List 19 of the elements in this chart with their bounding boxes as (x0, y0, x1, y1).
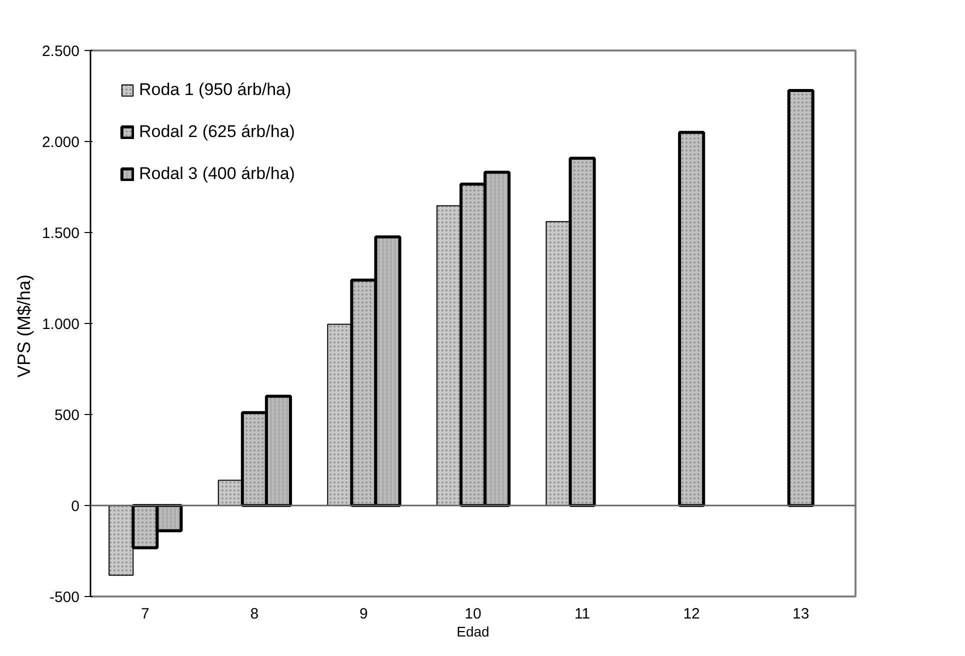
x-tick-label: 10 (464, 606, 482, 622)
y-tick-label: 2.000 (42, 134, 80, 151)
y-tick-label: 1.000 (42, 316, 80, 333)
x-tick-label: 13 (792, 606, 810, 622)
x-axis-title: Edad (456, 624, 490, 640)
y-axis-title: VPS (M$/ha) (14, 274, 34, 378)
x-tick-label: 7 (140, 606, 150, 622)
x-tick-label: 8 (250, 606, 259, 622)
y-tick-label: 0 (71, 498, 80, 515)
legend-label: Rodal 3 (400 árb/ha) (139, 164, 295, 184)
legend-label: Rodal 2 (625 árb/ha) (139, 122, 295, 142)
y-tick-label: 1.500 (42, 225, 80, 242)
x-tick-label: 11 (574, 606, 590, 622)
y-tick-label: 500 (54, 407, 80, 424)
y-tick-label: 2.500 (42, 43, 80, 60)
y-tick-label: -500 (49, 589, 80, 606)
x-tick-label: 12 (683, 606, 700, 622)
x-tick-label: 9 (360, 606, 368, 622)
legend-label: Roda 1 (950 árb/ha) (139, 80, 292, 100)
